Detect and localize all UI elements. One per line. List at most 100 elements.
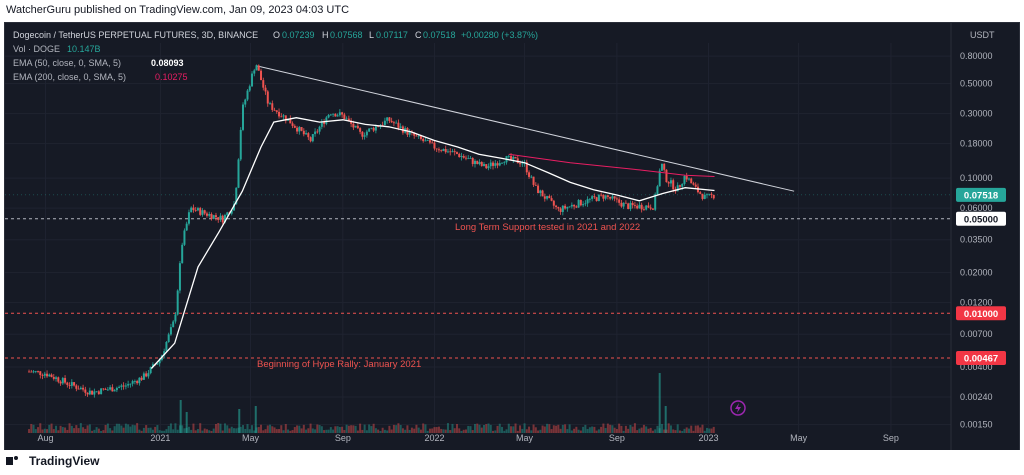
candle-body [705,194,708,196]
candle-body [591,196,594,199]
volume-bar [503,430,506,433]
candle-body [672,180,675,190]
candle-body [264,87,267,92]
candle-body [32,371,35,373]
volume-bar [118,423,121,433]
volume-bar [512,426,515,433]
volume-bar [705,427,708,433]
candle-body [77,388,80,390]
volume-bar [485,424,488,433]
candle-body [57,377,60,382]
tradingview-logo[interactable]: TradingView [6,454,99,468]
volume-bar [672,429,675,433]
price-chart[interactable]: Dogecoin / TetherUS PERPETUAL FUTURES, 3… [5,23,1019,451]
volume-bar [66,429,69,433]
volume-bar [609,424,612,433]
volume-bar [451,423,454,433]
volume-bar [606,423,609,433]
candle-body [52,377,55,379]
volume-bar [334,426,337,433]
candle-body [521,163,524,165]
candle-body [422,138,425,142]
volume-bar [597,429,600,433]
volume-bar [546,423,549,433]
candle-body [444,148,447,153]
volume-bar [73,428,76,433]
volume-bar [379,430,382,433]
volume-bar [539,429,542,433]
volume-bar [352,425,355,433]
candle-body [446,151,449,153]
volume-bar [278,429,281,433]
x-tick-label: Sep [609,433,625,443]
volume-bar [239,426,242,433]
candle-body [293,125,296,128]
candle-body [395,122,398,124]
candle-body [120,385,123,387]
volume-bar [64,427,67,433]
price-axis[interactable]: 0.80000 0.50000 0.30000 0.18000 0.10000 0.060… [960,51,993,430]
candle-body [564,205,567,209]
volume-bar [30,423,33,433]
candle-body [665,169,668,183]
volume-bar [275,429,278,433]
candle-body [237,159,240,188]
candle-body [440,150,443,152]
candle-body [278,111,281,117]
candle-body [636,205,639,209]
volume-bar [397,423,400,433]
volume-spike [185,412,188,433]
candle-body [496,163,499,166]
volume-bar [269,424,272,433]
candle-body [708,193,711,195]
candle-body [433,142,436,149]
volume-bar [399,424,402,433]
candle-body [41,375,44,376]
volume-bar [566,429,569,433]
volume-bar [543,426,546,433]
candle-body [111,387,114,392]
volume-bar [467,425,470,433]
x-tick-label: Sep [335,433,351,443]
lightning-icon[interactable] [730,400,746,416]
volume-bar [534,427,537,433]
candle-body [613,196,616,199]
volume-bar [618,423,621,433]
candle-body [332,113,335,115]
volume-bar [395,425,398,433]
candle-body [399,126,402,128]
chart-panel[interactable]: Dogecoin / TetherUS PERPETUAL FUTURES, 3… [4,22,1020,452]
volume-bar [156,425,159,433]
volume-bar [95,427,98,433]
y-tick-label: 0.50000 [960,79,993,89]
volume-bar [647,428,650,433]
volume-bar [316,424,319,433]
candle-body [352,123,355,128]
volume-bar [676,424,679,433]
volume-bar [413,428,416,433]
volume-bar [703,430,706,433]
candle-body [115,387,118,391]
volume-bar [519,425,522,433]
candle-body [370,127,373,129]
candle-body [464,157,467,159]
volume-bar [381,427,384,433]
candle-body [687,178,690,180]
volume-bar [422,423,425,433]
y-tick-label: 0.18000 [960,139,993,149]
candle-body [70,382,73,386]
candle-body [311,134,314,142]
volume-bar [602,423,605,433]
volume-bar [692,430,695,433]
volume-bar [528,426,531,433]
volume-bar [564,424,567,433]
volume-bar [210,430,213,433]
candle-body [681,183,684,187]
candle-body [359,128,362,132]
time-axis[interactable]: Aug 2021 May Sep 2022 May Sep 2023 May Sep [38,433,899,443]
tradingview-logo-icon [6,454,24,468]
x-tick-label: May [242,433,260,443]
volume-bar [575,426,578,433]
candle-body [600,194,603,196]
volume-bar [559,428,562,433]
